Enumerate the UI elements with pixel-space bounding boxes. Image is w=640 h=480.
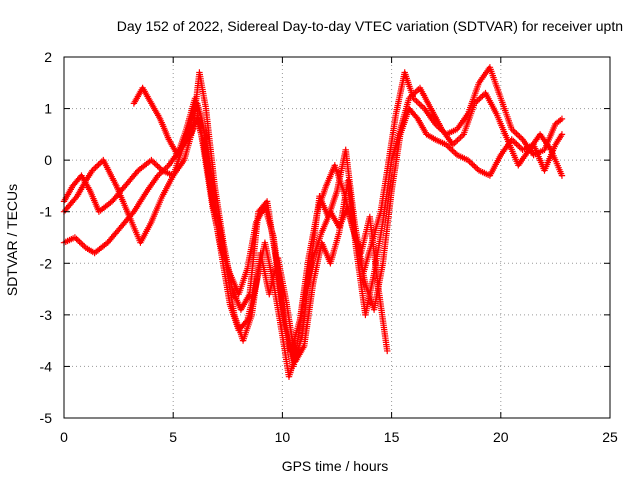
y-axis-label: SDTVAR / TECUs [4,184,20,296]
y-tick-label: -3 [40,307,53,323]
x-tick-label: 20 [493,429,509,445]
x-tick-label: 0 [60,429,68,445]
y-tick-label: -5 [40,410,53,426]
x-tick-label: 5 [169,429,177,445]
y-tick-label: 1 [44,101,52,117]
x-tick-label: 10 [275,429,291,445]
y-tick-label: 0 [44,152,52,168]
y-tick-label: 2 [44,49,52,65]
x-axis-label: GPS time / hours [282,458,389,474]
y-tick-label: -1 [40,204,53,220]
plot-frame [63,56,611,419]
x-tick-label: 25 [602,429,618,445]
chart-title: Day 152 of 2022, Sidereal Day-to-day VTE… [117,18,623,34]
y-tick-label: -4 [40,358,53,374]
axis-ticks: 0 5 10 15 20 25 -5 -4 -3 -2 -1 0 1 2 [40,49,618,445]
x-tick-label: 15 [384,429,400,445]
y-tick-label: -2 [40,255,53,271]
